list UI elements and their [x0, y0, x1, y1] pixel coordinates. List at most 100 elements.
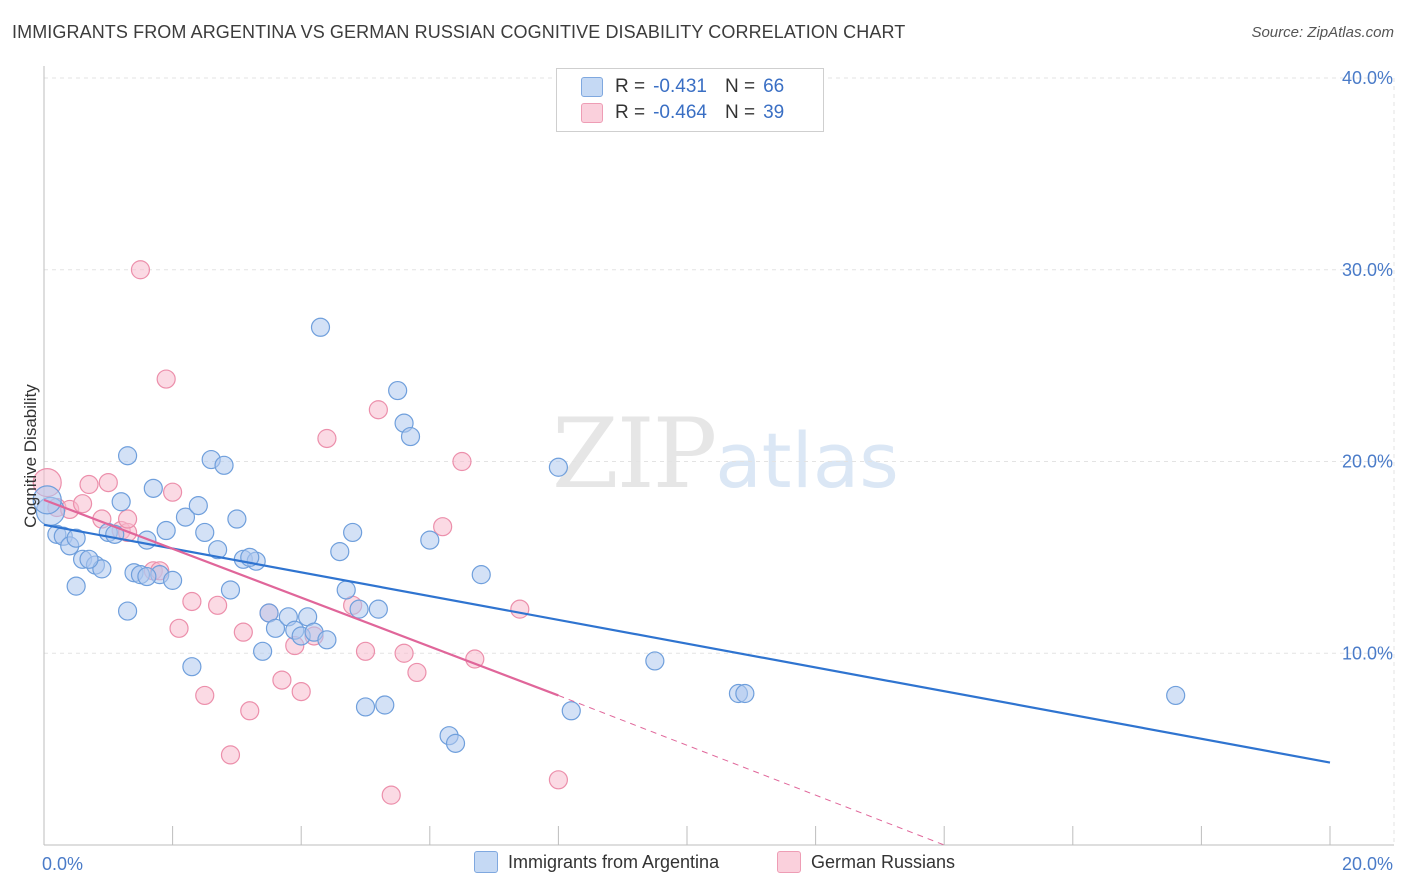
gridlines [44, 77, 1395, 845]
argentina-point [66, 576, 86, 596]
argentina-point [111, 492, 131, 512]
argentina-point [330, 542, 350, 562]
y-tick-label: 40.0% [1342, 68, 1393, 88]
legend-label-german-russians: German Russians [811, 851, 956, 872]
argentina-point [79, 549, 99, 569]
argentina-point [163, 570, 183, 590]
argentina-trend-line [43, 523, 1331, 764]
german-russians-point [220, 745, 241, 765]
legend-swatch-pink [777, 851, 801, 873]
german-russians-trend-line [43, 498, 559, 697]
german-russians-point [465, 649, 485, 669]
argentina-point [188, 496, 208, 516]
argentina-point [220, 580, 241, 600]
argentina-point [368, 599, 388, 619]
argentina-point [227, 509, 247, 529]
german-russians-point [407, 662, 427, 683]
german-russians-point [317, 428, 337, 449]
argentina-point [66, 528, 86, 548]
german-russians-point [208, 595, 228, 615]
legend-swatch-blue [474, 851, 498, 873]
argentina-point [349, 599, 369, 619]
german-russians-point [98, 472, 118, 493]
swatch-pink [581, 103, 603, 123]
argentina-point [445, 733, 466, 753]
german-russians-point [79, 474, 99, 495]
argentina-point [156, 520, 176, 541]
swatch-blue [581, 77, 603, 97]
watermark-zip: ZIP [552, 398, 717, 510]
german-russians-point [368, 400, 388, 420]
argentina-point [117, 601, 138, 621]
n-value: 39 [763, 102, 785, 123]
argentina-point [375, 695, 395, 715]
r-value: -0.464 [653, 102, 707, 123]
argentina-point [195, 522, 215, 543]
argentina-point [400, 426, 421, 447]
stats-legend-row-argentina: R = -0.431 N = 66 [581, 75, 784, 99]
german-russians-point [72, 494, 93, 514]
argentina-point [32, 485, 62, 515]
legend-item-german-russians: German Russians [777, 851, 955, 873]
n-label: N = [724, 76, 756, 97]
r-value: -0.431 [653, 76, 707, 97]
r-label: R = [615, 102, 646, 123]
argentina-point [420, 530, 440, 550]
argentina-point [265, 618, 286, 638]
german-russians-point [163, 482, 183, 502]
german-russians-point [195, 685, 215, 706]
german-russians-point [169, 618, 189, 638]
german-russians-point [381, 785, 401, 805]
german-russians-point [355, 641, 376, 661]
argentina-point [175, 507, 196, 527]
n-value: 66 [763, 76, 785, 97]
german-russians-point [433, 517, 453, 537]
argentina-point [343, 522, 363, 543]
y-tick-label: 30.0% [1342, 260, 1393, 280]
argentina-point [117, 446, 138, 466]
argentina-point [1166, 685, 1186, 706]
x-tick-label: 20.0% [1342, 854, 1393, 874]
watermark-atlas: atlas [715, 416, 899, 505]
argentina-point [561, 701, 581, 721]
german-russians-point [394, 643, 414, 663]
argentina-point [355, 697, 376, 717]
german-russians-point [510, 599, 530, 619]
y-tick-label: 20.0% [1342, 452, 1393, 472]
argentina-point [645, 651, 665, 671]
stats-legend: R = -0.431 N = 66 R = -0.464 N = 39 [556, 68, 824, 132]
argentina-point [317, 630, 337, 650]
argentina-point [310, 317, 331, 337]
argentina-point [214, 455, 234, 475]
german-russians-point [233, 622, 253, 642]
source-label: Source: ZipAtlas.com [1251, 24, 1394, 41]
stats-legend-row-german-russians: R = -0.464 N = 39 [581, 101, 784, 125]
y-tick-label: 10.0% [1342, 643, 1393, 663]
tick-labels: 10.0% 20.0% 30.0% 40.0% 0.0% 20.0% [42, 68, 1393, 874]
argentina-point [388, 380, 408, 401]
german-russians-point [130, 260, 151, 280]
legend-item-argentina: Immigrants from Argentina [474, 851, 719, 873]
trend-lines [43, 498, 1331, 846]
german-russians-point [272, 670, 292, 690]
argentina-point [336, 580, 356, 600]
german-russians-point [240, 701, 260, 721]
german-russians-point [291, 681, 311, 702]
argentina-point [471, 565, 491, 585]
german-russians-point [452, 451, 472, 472]
german-russians-trend-line [558, 694, 945, 846]
x-tick-label: 0.0% [42, 854, 83, 874]
german-russians-point [156, 369, 176, 389]
n-label: N = [724, 102, 756, 123]
argentina-point [548, 457, 569, 477]
argentina-point [735, 683, 755, 704]
axes [43, 66, 1394, 846]
chart-title: IMMIGRANTS FROM ARGENTINA VS GERMAN RUSS… [12, 22, 906, 42]
legend-label-argentina: Immigrants from Argentina [508, 851, 720, 872]
argentina-point [143, 478, 163, 498]
german-russians-point [548, 770, 569, 790]
argentina-point [208, 540, 228, 560]
argentina-point [182, 657, 202, 677]
y-axis-label: Cognitive Disability [21, 384, 40, 528]
